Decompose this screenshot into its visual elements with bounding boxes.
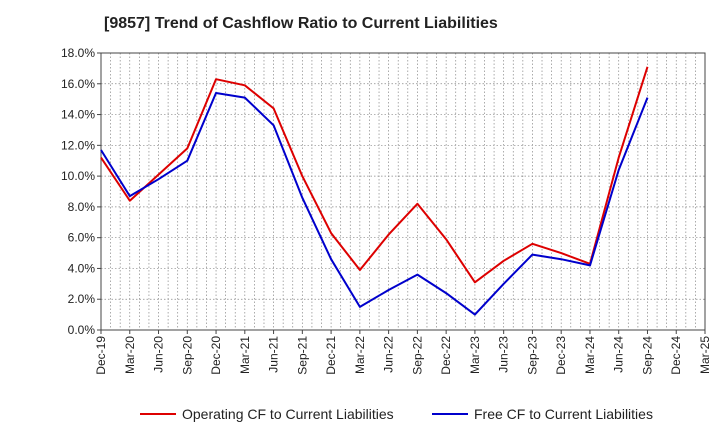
x-tick-label: Mar-21 <box>238 336 252 374</box>
x-tick-label: Dec-22 <box>439 336 453 375</box>
y-tick-label: 12.0% <box>61 138 95 152</box>
x-tick-label: Jun-24 <box>612 336 626 373</box>
x-tick-label: Sep-21 <box>295 336 309 375</box>
y-tick-label: 4.0% <box>68 261 96 275</box>
x-tick-label: Sep-22 <box>410 336 424 375</box>
x-tick-label: Jun-20 <box>152 336 166 373</box>
y-tick-label: 8.0% <box>68 200 96 214</box>
legend-label-0: Operating CF to Current Liabilities <box>182 406 394 422</box>
plot-area <box>100 52 706 331</box>
x-tick-label: Mar-22 <box>353 336 367 374</box>
y-tick-label: 0.0% <box>68 323 96 337</box>
x-tick-label: Dec-24 <box>669 336 683 375</box>
x-axis: Dec-19 Mar-20 Jun-20 Sep-20 Dec-20 Mar-21 Jun-… <box>94 330 712 375</box>
x-tick-label: Jun-23 <box>497 336 511 373</box>
y-tick-label: 14.0% <box>61 108 95 122</box>
x-tick-label: Mar-24 <box>583 336 597 374</box>
x-tick-label: Sep-23 <box>525 336 539 375</box>
series-line-1 <box>100 92 649 316</box>
x-tick-label: Dec-21 <box>324 336 338 375</box>
y-tick-label: 18.0% <box>61 46 95 60</box>
y-tick-label: 16.0% <box>61 77 95 91</box>
x-tick-label: Dec-20 <box>209 336 223 375</box>
y-tick-label: 6.0% <box>68 231 96 245</box>
grid <box>101 53 705 330</box>
x-tick-label: Sep-20 <box>180 336 194 375</box>
series-line-0 <box>100 66 649 284</box>
x-tick-label: Mar-23 <box>468 336 482 374</box>
y-axis: 0.0% 2.0% 4.0% 6.0% 8.0% 10.0% 12.0% 14.0% 16.0%… <box>61 46 101 337</box>
series-layer <box>100 66 649 316</box>
x-tick-label: Jun-21 <box>267 336 281 373</box>
x-tick-label: Mar-25 <box>698 336 712 374</box>
legend: Operating CF to Current Liabilities Free … <box>140 406 653 422</box>
x-tick-label: Dec-23 <box>554 336 568 375</box>
x-tick-label: Jun-22 <box>382 336 396 373</box>
legend-label-1: Free CF to Current Liabilities <box>474 406 653 422</box>
y-tick-label: 10.0% <box>61 169 95 183</box>
x-tick-label: Dec-19 <box>94 336 108 375</box>
x-tick-label: Mar-20 <box>123 336 137 374</box>
y-tick-label: 2.0% <box>68 292 96 306</box>
x-tick-label: Sep-24 <box>640 336 654 375</box>
chart-title: [9857] Trend of Cashflow Ratio to Curren… <box>104 15 498 32</box>
